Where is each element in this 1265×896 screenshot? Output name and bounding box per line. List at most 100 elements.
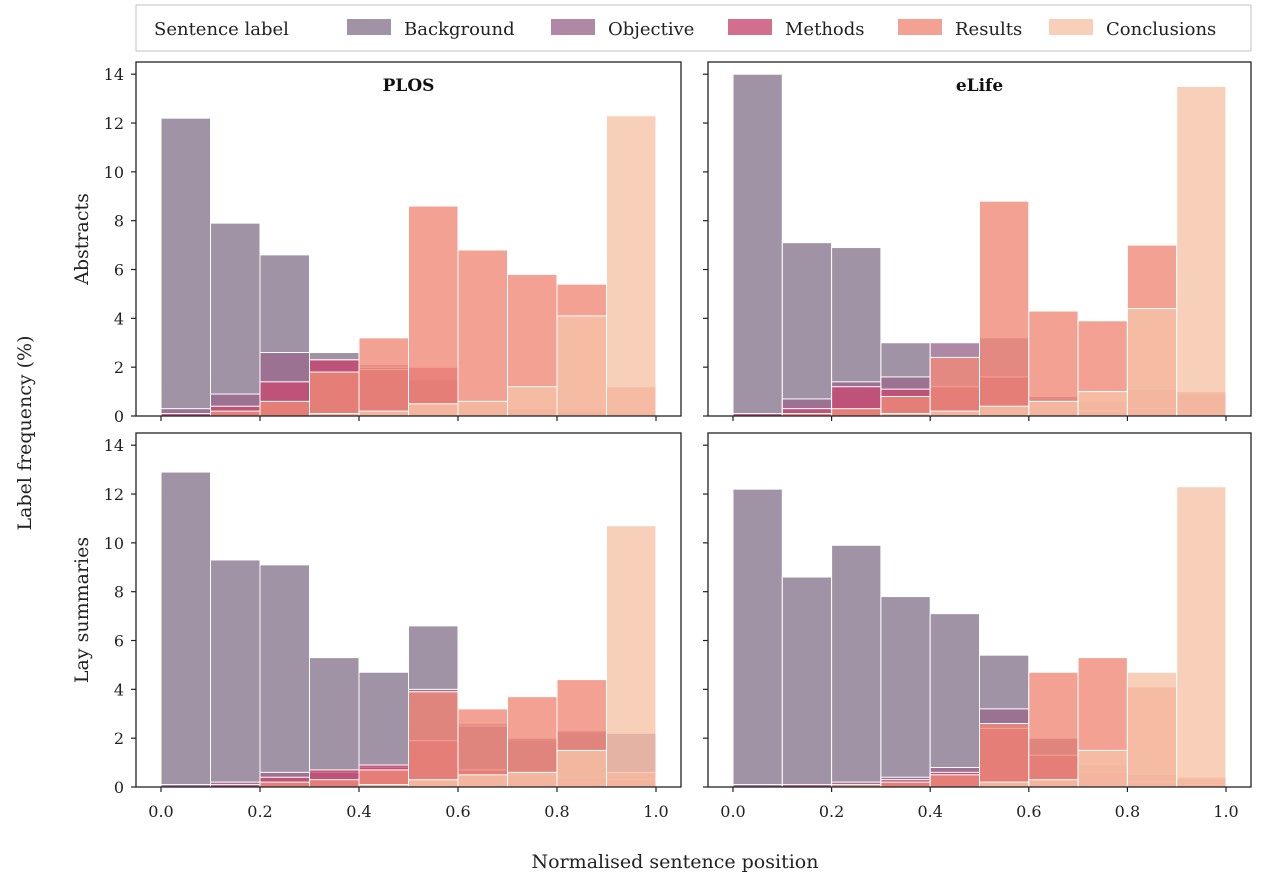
bar-background-bin-0 — [732, 73, 783, 417]
panel-frame — [707, 432, 1252, 788]
y-tick-label: 10 — [104, 163, 124, 182]
panel-frame — [707, 61, 1252, 417]
bar-conclusions-bin-6 — [1028, 779, 1079, 788]
bar-conclusions-bin-5 — [408, 403, 459, 417]
x-tick-label: 0.6 — [445, 802, 470, 821]
y-tick-label: 14 — [104, 65, 124, 84]
y-tick-label: 4 — [114, 309, 124, 328]
legend-swatch-background — [347, 19, 391, 35]
legend-label-results: Results — [955, 19, 1022, 40]
bar-background-bin-2 — [259, 564, 310, 788]
y-tick-label: 8 — [114, 583, 124, 602]
x-tick-label: 0.6 — [1016, 802, 1041, 821]
panel-lay-summaries-elife: 0.0 0.2 0.4 0.6 0.8 1.0 — [703, 432, 1252, 821]
bar-results-bin-4 — [358, 337, 409, 417]
bar-background-bin-1 — [781, 242, 833, 417]
bar-background-bin-2 — [831, 544, 882, 788]
bar-background-bin-1 — [781, 576, 833, 788]
bar-background-bin-1 — [210, 222, 261, 417]
bar-results-bin-5 — [979, 723, 1030, 788]
panel-lay-summaries-plos: 0 2 4 6 8 10 12 14 0.0 0.2 0.4 0.6 0.8 1.0 Lay summari… — [71, 432, 682, 821]
legend-label-conclusions: Conclusions — [1106, 19, 1216, 40]
y-tick-label: 0 — [114, 407, 124, 426]
bar-results-bin-4 — [929, 774, 981, 788]
bar-conclusions-bin-7 — [1077, 749, 1128, 788]
legend-title: Sentence label — [154, 19, 289, 40]
bar-conclusions-bin-7 — [1077, 391, 1128, 417]
bar-conclusions-bin-6 — [457, 774, 508, 788]
bar-background-bin-0 — [732, 488, 783, 788]
x-tick-label: 0.0 — [148, 802, 173, 821]
x-tick-label: 0.4 — [346, 802, 371, 821]
panel-title-plos: PLOS — [383, 76, 435, 96]
y-tick-label: 2 — [114, 358, 124, 377]
y-tick-label: 6 — [114, 632, 124, 651]
bar-results-bin-5 — [408, 691, 459, 788]
bar-conclusions-bin-5 — [408, 779, 459, 788]
row-label-lay-summaries: Lay summaries — [71, 537, 93, 683]
x-tick-label: 0.2 — [819, 802, 844, 821]
bar-conclusions-bin-9 — [606, 525, 657, 788]
y-tick-label: 2 — [114, 729, 124, 748]
x-tick-label: 0.8 — [544, 802, 569, 821]
panel-abstracts-plos: 0 2 4 6 8 10 12 14 PLOS Abstracts — [71, 61, 682, 426]
y-tick-label: 4 — [114, 680, 124, 699]
y-tick-label: 12 — [104, 114, 124, 133]
legend-label-methods: Methods — [785, 19, 865, 40]
bar-conclusions-bin-8 — [556, 315, 607, 417]
y-tick-label: 0 — [114, 778, 124, 797]
bar-background-bin-4 — [929, 613, 981, 788]
legend-swatch-objective — [551, 19, 595, 35]
panel-frame — [135, 61, 682, 417]
bar-results-bin-6 — [1028, 671, 1079, 788]
panel-frame — [135, 432, 682, 788]
bar-results-bin-5 — [979, 200, 1030, 417]
x-tick-label: 0.0 — [720, 802, 745, 821]
bar-background-bin-3 — [880, 596, 931, 788]
bar-background-bin-1 — [210, 559, 261, 788]
row-label-abstracts: Abstracts — [71, 193, 93, 286]
legend-label-background: Background — [404, 19, 515, 40]
y-tick-label: 10 — [104, 534, 124, 553]
y-tick-label: 6 — [114, 261, 124, 280]
bar-results-bin-3 — [309, 371, 360, 417]
bar-conclusions-bin-8 — [556, 749, 607, 788]
bar-conclusions-bin-7 — [507, 386, 558, 417]
legend-swatch-methods — [728, 19, 772, 35]
panel-title-elife: eLife — [956, 76, 1004, 96]
bar-results-bin-2 — [259, 400, 310, 417]
bar-results-bin-5 — [408, 205, 459, 417]
bar-results-bin-2 — [259, 781, 310, 788]
bar-conclusions-bin-5 — [979, 781, 1030, 788]
y-tick-label: 14 — [104, 436, 124, 455]
x-tick-label: 0.4 — [917, 802, 942, 821]
bar-conclusions-bin-8 — [1126, 671, 1178, 788]
bar-results-bin-6 — [457, 708, 508, 788]
bar-results-bin-2 — [831, 408, 882, 417]
bar-conclusions-bin-7 — [507, 771, 558, 788]
bar-results-bin-6 — [457, 249, 508, 417]
x-tick-label: 0.2 — [247, 802, 272, 821]
x-tick-label: 1.0 — [643, 802, 668, 821]
x-tick-label: 1.0 — [1213, 802, 1238, 821]
y-tick-label: 12 — [104, 485, 124, 504]
y-tick-label: 8 — [114, 212, 124, 231]
y-axis-label: Label frequency (%) — [14, 335, 36, 530]
bar-conclusions-bin-6 — [1028, 400, 1079, 417]
legend: Sentence label Background Objective Method… — [135, 4, 1252, 52]
bar-conclusions-bin-6 — [457, 400, 508, 417]
bar-conclusions-bin-8 — [1126, 308, 1178, 417]
bar-results-bin-3 — [309, 779, 360, 788]
bar-results-bin-6 — [1028, 310, 1079, 417]
bar-results-bin-1 — [210, 410, 261, 417]
bar-conclusions-bin-9 — [1176, 486, 1227, 788]
legend-label-objective: Objective — [608, 19, 694, 40]
bar-conclusions-bin-4 — [929, 410, 981, 417]
bar-background-bin-0 — [160, 471, 211, 788]
bar-conclusions-bin-9 — [1176, 85, 1227, 417]
panel-abstracts-elife: eLife — [703, 61, 1252, 421]
bar-conclusions-bin-4 — [358, 410, 409, 417]
bar-background-bin-0 — [160, 117, 211, 417]
x-axis-label: Normalised sentence position — [532, 851, 819, 873]
